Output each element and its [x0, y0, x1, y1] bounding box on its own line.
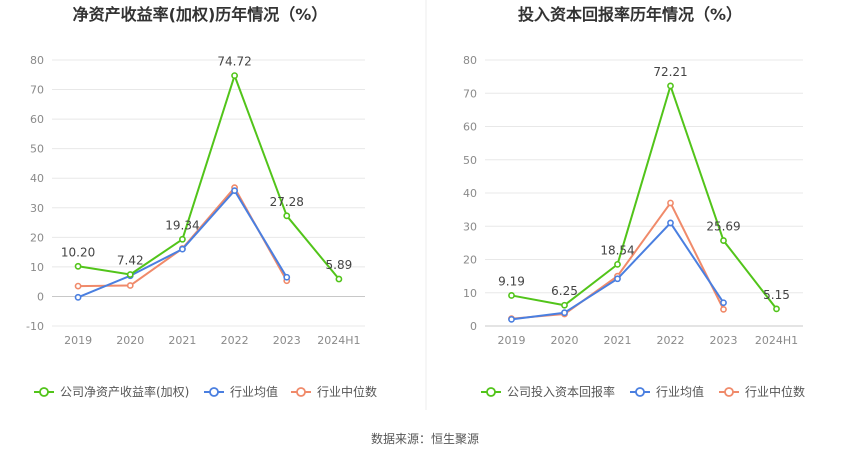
data-point — [179, 245, 186, 253]
y-tick-label: 20 — [463, 254, 477, 267]
data-label: 10.20 — [61, 245, 95, 259]
legend-marker-icon — [209, 387, 219, 397]
data-label: 18.54 — [600, 243, 634, 257]
legend-marker-icon — [296, 387, 306, 397]
x-tick-label: 2021 — [604, 334, 632, 347]
data-point — [283, 273, 291, 281]
chart-2: 投入资本回报率历年情况（%） 0 10 20 30 40 50 60 70 80 2019 2020 2… — [463, 5, 805, 399]
legend-item[interactable]: 行业中位数 — [291, 384, 377, 399]
series-line — [77, 74, 340, 280]
legend-label: 行业中位数 — [745, 384, 805, 399]
x-tick-label: 2022 — [221, 334, 249, 347]
x-tick-label: 2020 — [551, 334, 579, 347]
data-point — [561, 301, 568, 309]
data-label: 6.25 — [551, 284, 578, 298]
x-tick-label: 2023 — [710, 334, 738, 347]
data-point — [667, 82, 674, 90]
data-point — [335, 275, 343, 283]
x-tick-label: 2024H1 — [317, 334, 360, 347]
series-line — [511, 221, 725, 321]
series-line — [511, 84, 778, 310]
data-label: 5.89 — [326, 258, 353, 272]
data-point — [614, 260, 621, 268]
data-point — [74, 282, 82, 290]
y-tick-label: 50 — [463, 154, 477, 167]
data-point — [126, 282, 134, 289]
x-tick-label: 2024H1 — [755, 334, 798, 347]
data-point — [720, 237, 727, 244]
data-point — [720, 299, 727, 307]
y-tick-label: 10 — [463, 287, 477, 300]
legend-item[interactable]: 行业均值 — [204, 384, 278, 399]
y-tick-label: 60 — [30, 113, 44, 126]
chart-1: 净资产收益率(加权)历年情况（%） -10 0 10 20 30 40 50 60 70 80 201… — [26, 5, 377, 399]
data-point — [231, 187, 238, 195]
x-tick-label: 2022 — [657, 334, 685, 347]
data-point — [126, 271, 134, 278]
legend-item[interactable]: 公司净资产收益率(加权) — [34, 384, 189, 399]
data-point — [508, 292, 515, 299]
legend-label: 行业均值 — [230, 384, 278, 399]
y-tick-label: 70 — [30, 84, 44, 97]
data-label: 74.72 — [217, 55, 251, 69]
data-label: 25.69 — [706, 220, 740, 234]
legend-marker-icon — [724, 387, 734, 397]
y-tick-label: 0 — [37, 290, 44, 303]
legend-label: 行业中位数 — [317, 384, 377, 399]
legend-label: 公司净资产收益率(加权) — [60, 384, 189, 399]
data-label: 72.21 — [653, 65, 687, 79]
data-point — [667, 199, 674, 207]
y-tick-label: 40 — [463, 187, 477, 200]
y-tick-label: 20 — [30, 231, 44, 244]
legend-marker-icon — [486, 387, 496, 397]
y-tick-label: 50 — [30, 143, 44, 156]
x-tick-label: 2020 — [116, 334, 144, 347]
y-tick-label: 80 — [30, 54, 44, 67]
legend-item[interactable]: 行业均值 — [630, 384, 704, 399]
data-point — [283, 212, 291, 220]
data-label: 5.15 — [763, 288, 790, 302]
x-tick-label: 2023 — [273, 334, 301, 347]
data-label: 9.19 — [498, 274, 525, 288]
data-source-label: 数据来源： — [371, 431, 431, 446]
y-tick-label: -10 — [26, 320, 44, 333]
data-point — [179, 235, 186, 243]
y-tick-label: 60 — [463, 121, 477, 134]
y-tick-label: 0 — [470, 320, 477, 333]
legend-item[interactable]: 公司投入资本回报率 — [481, 384, 615, 399]
y-tick-label: 80 — [463, 54, 477, 67]
y-tick-label: 10 — [30, 261, 44, 274]
data-point — [720, 305, 727, 313]
data-point — [74, 293, 82, 301]
data-point — [508, 315, 515, 323]
data-point — [561, 309, 568, 317]
y-tick-label: 70 — [463, 87, 477, 100]
x-tick-label: 2019 — [498, 334, 526, 347]
x-tick-label: 2021 — [168, 334, 196, 347]
data-point — [667, 219, 674, 227]
legend-label: 行业均值 — [656, 384, 704, 399]
data-point — [231, 72, 238, 80]
data-label: 7.42 — [117, 254, 144, 268]
y-tick-label: 40 — [30, 172, 44, 185]
y-tick-label: 30 — [30, 202, 44, 215]
data-label: 27.28 — [270, 195, 304, 209]
legend-label: 公司投入资本回报率 — [507, 384, 615, 399]
data-point — [74, 262, 82, 270]
y-tick-label: 30 — [463, 220, 477, 233]
data-source-name: 恒生聚源 — [431, 432, 479, 446]
chart-title: 投入资本回报率历年情况（%） — [518, 5, 742, 24]
chart-title: 净资产收益率(加权)历年情况（%） — [73, 5, 328, 24]
series-line — [77, 189, 288, 299]
data-point — [614, 275, 621, 283]
data-point — [773, 305, 780, 313]
legend-item[interactable]: 行业中位数 — [719, 384, 805, 399]
x-tick-label: 2019 — [64, 334, 92, 347]
legend-marker-icon — [39, 387, 49, 397]
legend-marker-icon — [635, 387, 645, 397]
data-source: 数据来源：恒生聚源 — [371, 431, 479, 446]
data-label: 19.34 — [165, 218, 199, 232]
